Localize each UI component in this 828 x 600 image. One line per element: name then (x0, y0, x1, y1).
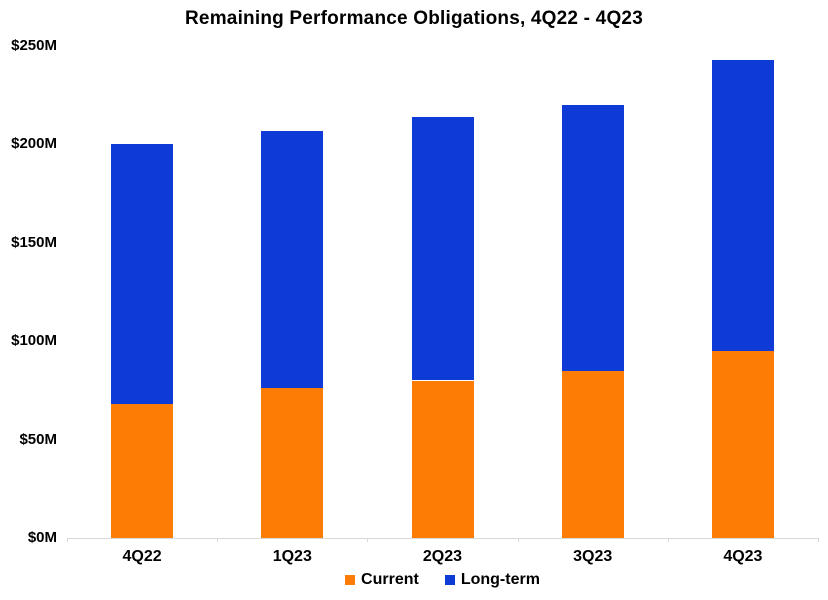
bar-segment-long-term-2q23 (411, 116, 474, 381)
bar-segment-long-term-3q23 (561, 105, 624, 371)
x-axis-tick-mark (818, 538, 819, 542)
bar-segment-current-4q23 (711, 351, 774, 538)
y-axis-tick-label: $200M (11, 135, 57, 153)
bar-segment-current-1q23 (261, 388, 324, 538)
y-axis-tick-label: $150M (11, 233, 57, 251)
x-axis-category-label: 4Q22 (122, 548, 162, 565)
legend-swatch-current (345, 575, 356, 585)
x-axis-category-label: 2Q23 (422, 548, 463, 565)
legend-item-current: Current (345, 571, 419, 589)
y-axis-tick-label: $100M (11, 332, 57, 350)
bar-segment-current-3q23 (561, 370, 624, 538)
legend: Current Long-term (67, 570, 818, 590)
bar-segment-current-2q23 (411, 380, 474, 538)
y-axis-tick-label: $0M (27, 529, 57, 546)
x-axis-line (67, 538, 819, 539)
legend-label: Current (361, 571, 419, 588)
x-axis-tick-mark (217, 538, 219, 542)
bar-segment-long-term-1q23 (261, 130, 324, 389)
y-axis-tick-label: $250M (11, 37, 57, 54)
x-axis-tick-mark (367, 538, 369, 542)
legend-label: Long-term (460, 571, 540, 588)
bar-segment-long-term-4q23 (711, 59, 774, 352)
y-axis-tick-label: $50M (19, 430, 57, 448)
x-axis-category-label: 4Q23 (723, 548, 763, 565)
x-axis-category-label: 3Q23 (573, 548, 613, 565)
bar-segment-current-4q22 (111, 404, 174, 538)
chart-title: Remaining Performance Obligations, 4Q22 … (185, 8, 643, 29)
x-axis-tick-mark (517, 538, 519, 542)
x-axis-category-label: 1Q23 (272, 548, 312, 565)
bar-segment-long-term-4q22 (111, 144, 174, 405)
x-axis-tick-mark (67, 538, 68, 542)
legend-item-long-term: Long-term (444, 571, 540, 589)
x-axis-tick-mark (667, 538, 669, 542)
legend-swatch-long-term (444, 575, 455, 585)
